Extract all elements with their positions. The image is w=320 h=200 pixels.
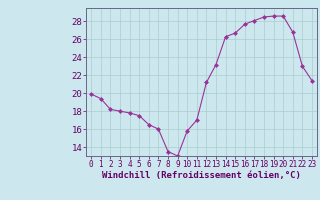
X-axis label: Windchill (Refroidissement éolien,°C): Windchill (Refroidissement éolien,°C) (102, 171, 301, 180)
